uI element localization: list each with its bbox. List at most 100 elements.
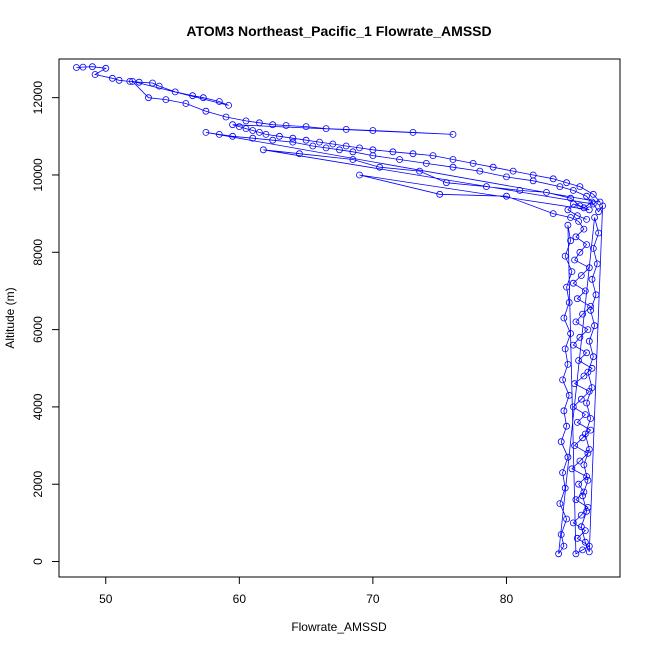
- data-point: [587, 302, 594, 310]
- y-axis: 0 2000 4000 6000 8000 10000 12000: [31, 81, 60, 565]
- data-point: [322, 144, 330, 152]
- data-point: [583, 399, 590, 407]
- y-axis-label: Altitude (m): [3, 287, 17, 348]
- data-point: [199, 94, 207, 102]
- data-point: [592, 291, 600, 299]
- data-point: [588, 275, 596, 283]
- data-point: [503, 192, 510, 200]
- data-point: [215, 98, 223, 105]
- data-point: [588, 384, 596, 392]
- data-point: [576, 457, 584, 465]
- data-point: [429, 152, 437, 160]
- data-point: [584, 449, 592, 457]
- data-point: [595, 229, 602, 237]
- data-point: [569, 279, 577, 287]
- data-point: [572, 550, 580, 558]
- data-point: [73, 64, 80, 71]
- data-point: [572, 233, 580, 241]
- data-point: [149, 79, 156, 87]
- data-point: [580, 372, 588, 380]
- data-point: [579, 310, 586, 318]
- data-point: [581, 430, 589, 438]
- data-point: [559, 469, 566, 477]
- data-point: [476, 167, 484, 175]
- data-point: [577, 395, 585, 403]
- data-point: [567, 214, 574, 221]
- data-point: [561, 345, 569, 353]
- data-point: [356, 144, 363, 152]
- data-point: [449, 130, 457, 138]
- data-point: [587, 426, 594, 434]
- data-point: [235, 123, 243, 130]
- data-point: [262, 130, 270, 138]
- data-point: [569, 200, 577, 208]
- data-point: [584, 368, 592, 376]
- data-point: [549, 175, 557, 183]
- y-tick-label: 0: [31, 558, 45, 565]
- data-point: [409, 150, 417, 158]
- data-point: [269, 121, 277, 129]
- data-point: [583, 473, 590, 480]
- data-point: [91, 71, 99, 78]
- data-point: [557, 438, 565, 446]
- data-point: [568, 465, 576, 473]
- y-tick-label: 4000: [31, 393, 45, 420]
- data-point: [565, 391, 573, 399]
- data-point: [575, 480, 582, 488]
- data-point: [316, 138, 323, 146]
- data-point: [215, 130, 223, 138]
- data-point: [589, 200, 597, 208]
- data-point: [584, 476, 592, 484]
- data-point: [573, 418, 581, 426]
- data-point: [595, 208, 602, 216]
- data-point: [588, 198, 596, 206]
- data-point: [557, 531, 565, 538]
- data-point: [436, 190, 444, 198]
- data-point: [516, 186, 524, 194]
- data-point: [564, 221, 572, 229]
- data-point: [482, 183, 490, 191]
- data-point: [422, 159, 430, 167]
- data-point: [336, 146, 343, 154]
- data-point: [564, 360, 572, 368]
- data-point: [202, 107, 210, 115]
- data-point: [369, 127, 377, 134]
- data-point: [556, 183, 564, 191]
- data-point: [599, 202, 606, 210]
- series-points: [73, 63, 606, 558]
- data-point: [579, 546, 586, 554]
- data-point: [555, 550, 562, 558]
- data-point: [309, 142, 317, 150]
- x-tick-label: 50: [99, 592, 113, 606]
- data-point: [577, 523, 585, 531]
- data-point: [503, 173, 510, 181]
- data-point: [442, 179, 450, 187]
- data-point: [576, 248, 584, 256]
- data-point: [349, 156, 357, 163]
- data-point: [571, 442, 578, 450]
- data-point: [561, 252, 569, 260]
- data-point: [581, 538, 589, 546]
- data-point: [302, 123, 310, 130]
- data-point: [563, 283, 570, 291]
- data-point: [182, 100, 190, 107]
- data-point: [585, 548, 593, 556]
- data-point: [449, 156, 457, 163]
- data-point: [564, 206, 572, 214]
- data-point: [396, 156, 404, 163]
- data-point: [576, 202, 584, 210]
- data-point: [549, 210, 557, 218]
- data-point: [109, 74, 116, 82]
- data-point: [171, 88, 179, 96]
- data-point: [543, 188, 550, 196]
- data-point: [572, 318, 580, 326]
- data-point: [564, 453, 572, 461]
- data-point: [189, 92, 197, 100]
- data-point: [573, 534, 581, 542]
- data-point: [222, 113, 230, 121]
- data-point: [489, 163, 497, 171]
- data-point: [556, 500, 564, 508]
- data-point: [569, 519, 577, 527]
- data-point: [580, 204, 588, 212]
- data-point: [580, 461, 588, 469]
